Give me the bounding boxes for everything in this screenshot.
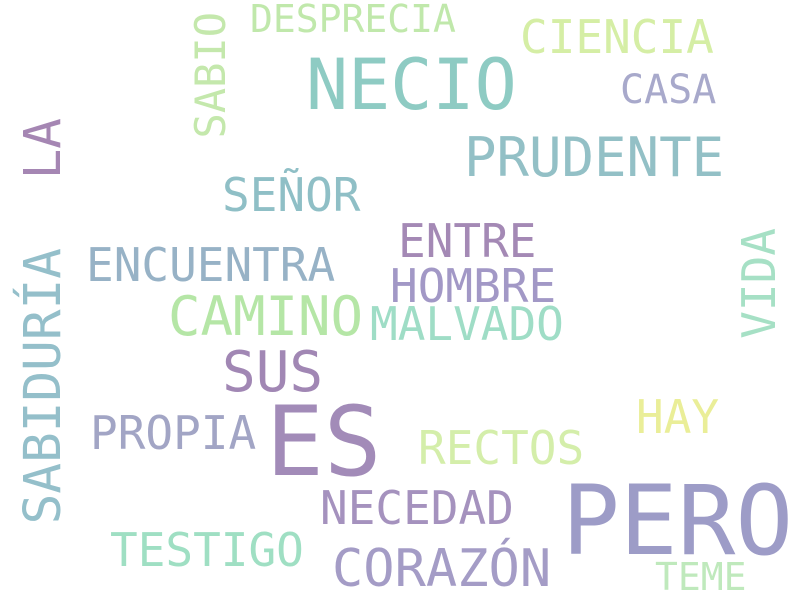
word-malvado: MALVADO [370, 297, 564, 351]
word-vida: VIDA [732, 228, 786, 339]
word-sus: SUS [222, 340, 324, 405]
word-propia: PROPIA [90, 406, 257, 460]
word-hombre: HOMBRE [390, 259, 557, 313]
word-camino: CAMINO [168, 285, 364, 348]
word-corazon: CORAZÓN [332, 539, 552, 599]
word-teme: TEME [655, 555, 747, 599]
word-senor: SEÑOR [222, 168, 361, 222]
word-desprecia: DESPRECIA [250, 0, 456, 41]
word-testigo: TESTIGO [110, 523, 304, 577]
word-hay: HAY [636, 390, 720, 444]
word-la: LA [14, 118, 73, 180]
word-entre: ENTRE [398, 214, 537, 268]
word-ciencia: CIENCIA [520, 10, 714, 64]
word-necedad: NECEDAD [320, 481, 514, 535]
word-sabio: SABIO [186, 12, 235, 139]
word-rectos: RECTOS [418, 421, 585, 475]
word-prudente: PRUDENTE [464, 126, 725, 189]
word-necio: NECIO [306, 44, 517, 126]
word-sabiduria: SABIDURÍA [14, 248, 73, 525]
word-casa: CASA [620, 67, 717, 113]
word-encuentra: ENCUENTRA [86, 238, 336, 292]
word-pero: PERO [562, 465, 794, 577]
word-es: ES [266, 386, 382, 498]
